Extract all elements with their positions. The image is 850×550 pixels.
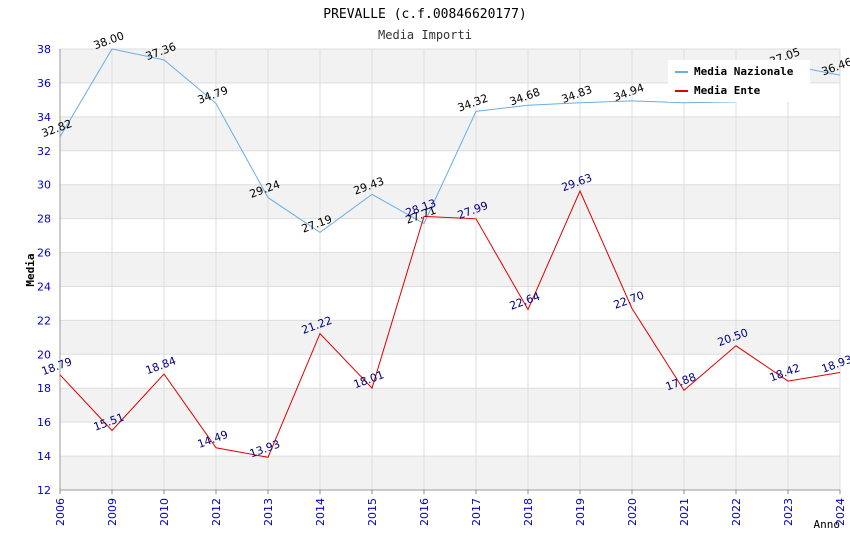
y-tick-label: 34 <box>37 111 51 124</box>
x-tick-label: 2016 <box>418 498 431 526</box>
background-bands <box>60 49 840 490</box>
series-line-nazionale <box>59 48 841 234</box>
y-tick-label: 28 <box>37 213 51 226</box>
band-32 <box>60 116 840 151</box>
series-line-ente <box>59 189 841 458</box>
x-tick-label: 2022 <box>730 498 743 526</box>
x-tick-label: 2012 <box>210 498 223 526</box>
y-tick-label: 24 <box>37 280 51 293</box>
data-label-ente: 18.84 <box>144 354 178 377</box>
y-tick-label: 38 <box>37 43 51 56</box>
x-tick-label: 2014 <box>314 498 327 526</box>
legend-label-nazionale: Media Nazionale <box>694 65 794 78</box>
x-tick-label: 2017 <box>470 498 483 526</box>
x-tick-label: 2023 <box>782 498 795 526</box>
x-tick-label: 2010 <box>158 498 171 526</box>
data-label-ente: 18.93 <box>820 353 850 376</box>
y-tick-label: 22 <box>37 314 51 327</box>
y-axis-ticks: 12 14 16 18 20 22 24 26 28 30 32 34 36 38 <box>37 43 51 497</box>
y-tick-label: 18 <box>37 382 51 395</box>
x-tick-label: 2021 <box>678 498 691 526</box>
x-tick-label: 2009 <box>106 498 119 526</box>
gridlines <box>59 48 841 491</box>
legend-label-ente: Media Ente <box>694 84 761 97</box>
x-tick-label: 2015 <box>366 498 379 526</box>
axes <box>59 49 840 491</box>
y-tick-label: 32 <box>37 145 51 158</box>
data-label-ente: 14.49 <box>196 428 230 451</box>
y-tick-label: 14 <box>37 450 51 463</box>
x-tick-label: 2024 <box>834 498 847 526</box>
series-lines <box>59 48 841 458</box>
band-28 <box>60 184 840 219</box>
legend-box <box>668 60 810 102</box>
x-axis-ticks: 2006 2009 2010 2012 2013 2014 2015 2016 2017 2018… <box>54 490 847 526</box>
y-tick-label: 30 <box>37 179 51 192</box>
y-tick-label: 16 <box>37 416 51 429</box>
y-axis-label: Media <box>24 253 37 286</box>
x-tick-label: 2019 <box>574 498 587 526</box>
x-tick-label: 2018 <box>522 498 535 526</box>
y-tick-label: 36 <box>37 77 51 90</box>
band-20 <box>60 320 840 355</box>
data-label-nazionale: 34.32 <box>456 92 490 115</box>
x-tick-label: 2013 <box>262 498 275 526</box>
chart-subtitle: Media Importi <box>378 28 472 42</box>
data-label-ente: 18.42 <box>768 361 802 384</box>
chart-title: PREVALLE (c.f.00846620177) <box>323 7 527 22</box>
data-label-ente: 22.70 <box>612 289 646 312</box>
x-axis-label: Anno <box>814 518 841 531</box>
x-tick-label: 2006 <box>54 498 67 526</box>
band-16 <box>60 388 840 423</box>
band-24 <box>60 252 840 287</box>
x-tick-label: 2020 <box>626 498 639 526</box>
band-12 <box>60 456 840 490</box>
data-label-ente: 22.64 <box>508 290 542 313</box>
data-label-nazionale: 34.79 <box>196 84 230 107</box>
y-tick-label: 12 <box>37 484 51 497</box>
legend: Media Nazionale Media Ente <box>668 60 810 102</box>
y-tick-label: 26 <box>37 247 51 260</box>
y-tick-label: 20 <box>37 348 51 361</box>
